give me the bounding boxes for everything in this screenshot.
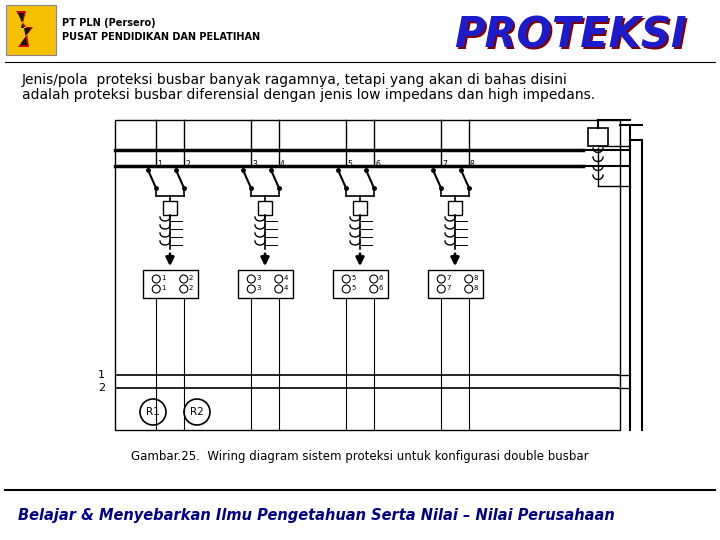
- Circle shape: [247, 285, 256, 293]
- Bar: [448, 201, 462, 215]
- Bar: [163, 201, 177, 215]
- Text: 8: 8: [470, 160, 474, 169]
- Text: 5: 5: [351, 285, 356, 291]
- Circle shape: [152, 275, 161, 283]
- Circle shape: [370, 285, 378, 293]
- Text: 1: 1: [157, 160, 162, 169]
- Circle shape: [342, 285, 350, 293]
- Text: 4: 4: [284, 285, 288, 291]
- Text: 3: 3: [256, 285, 261, 291]
- Bar: [353, 201, 367, 215]
- Text: 2: 2: [189, 275, 193, 281]
- Circle shape: [275, 275, 283, 283]
- Bar: [238, 270, 292, 298]
- Circle shape: [464, 285, 473, 293]
- Text: 8: 8: [474, 285, 478, 291]
- Bar: [333, 270, 387, 298]
- Text: 7: 7: [442, 160, 447, 169]
- Text: 8: 8: [474, 275, 478, 281]
- Text: 1: 1: [161, 285, 166, 291]
- Bar: [115, 120, 620, 430]
- Circle shape: [342, 275, 350, 283]
- Polygon shape: [18, 13, 31, 45]
- Text: 1: 1: [161, 275, 166, 281]
- Text: 3: 3: [256, 275, 261, 281]
- Text: Jenis/pola  proteksi busbar banyak ragamnya, tetapi yang akan di bahas disini: Jenis/pola proteksi busbar banyak ragamn…: [22, 73, 568, 87]
- Text: 7: 7: [446, 275, 451, 281]
- Text: PROTEKSI: PROTEKSI: [456, 16, 688, 58]
- Circle shape: [370, 275, 378, 283]
- Text: 6: 6: [379, 285, 383, 291]
- Text: Belajar & Menyebarkan Ilmu Pengetahuan Serta Nilai – Nilai Perusahaan: Belajar & Menyebarkan Ilmu Pengetahuan S…: [18, 508, 615, 523]
- Bar: [588, 128, 608, 146]
- Text: PT PLN (Persero): PT PLN (Persero): [62, 18, 156, 28]
- Text: 4: 4: [280, 160, 285, 169]
- Text: 3: 3: [252, 160, 257, 169]
- Text: 5: 5: [347, 160, 352, 169]
- Circle shape: [437, 285, 445, 293]
- Circle shape: [180, 285, 188, 293]
- Circle shape: [247, 275, 256, 283]
- Bar: [258, 201, 272, 215]
- Text: R1: R1: [146, 407, 160, 417]
- Text: adalah proteksi busbar diferensial dengan jenis low impedans dan high impedans.: adalah proteksi busbar diferensial denga…: [22, 88, 595, 102]
- Circle shape: [464, 275, 473, 283]
- Polygon shape: [16, 11, 33, 47]
- Text: 1: 1: [98, 370, 105, 380]
- Text: 7: 7: [446, 285, 451, 291]
- Circle shape: [437, 275, 445, 283]
- Text: 2: 2: [185, 160, 190, 169]
- Text: 4: 4: [284, 275, 288, 281]
- Circle shape: [180, 275, 188, 283]
- Circle shape: [275, 285, 283, 293]
- Text: 2: 2: [189, 285, 193, 291]
- Circle shape: [152, 285, 161, 293]
- Text: Gambar.25.  Wiring diagram sistem proteksi untuk konfigurasi double busbar: Gambar.25. Wiring diagram sistem proteks…: [131, 450, 589, 463]
- Text: 5: 5: [351, 275, 356, 281]
- Bar: [428, 270, 482, 298]
- Bar: [143, 270, 197, 298]
- Bar: [6, 5, 56, 55]
- Circle shape: [184, 399, 210, 425]
- Text: PROTEKSI: PROTEKSI: [454, 14, 686, 56]
- Text: 6: 6: [379, 275, 383, 281]
- Text: PUSAT PENDIDIKAN DAN PELATIHAN: PUSAT PENDIDIKAN DAN PELATIHAN: [62, 32, 260, 42]
- Text: 2: 2: [98, 383, 105, 393]
- Text: 6: 6: [375, 160, 380, 169]
- Circle shape: [140, 399, 166, 425]
- Text: R2: R2: [190, 407, 204, 417]
